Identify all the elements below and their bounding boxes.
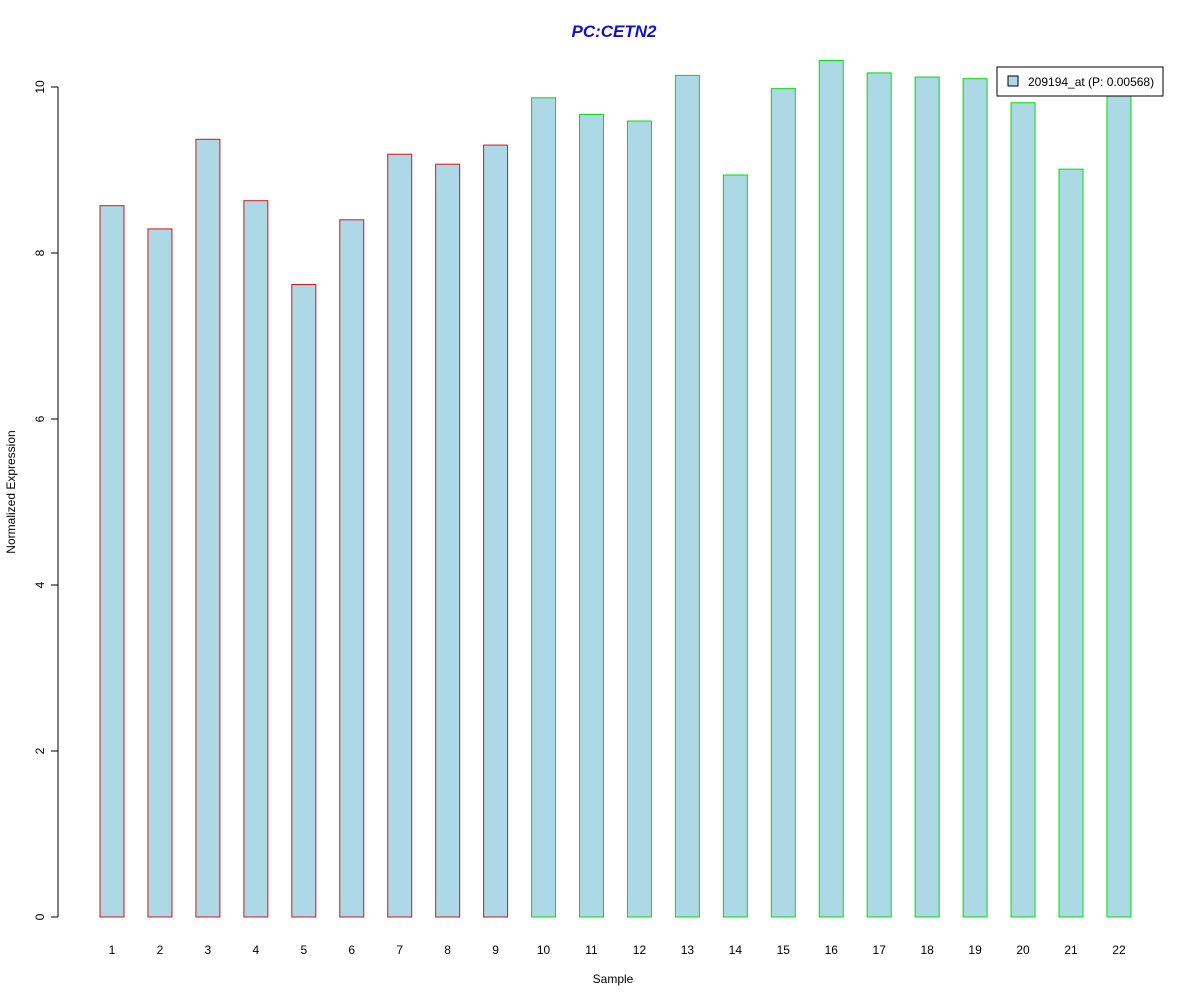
y-axis: 0 2 4 6 8 10: [33, 80, 59, 920]
bar-sample-9: [483, 144, 509, 918]
y-axis-label: Normalized Expression: [4, 430, 18, 553]
x-tick-label: 5: [300, 943, 307, 957]
x-tick-label: 13: [681, 943, 695, 957]
x-tick-label: 16: [825, 943, 839, 957]
bar-sample-7: [387, 153, 413, 918]
legend-box: [996, 66, 1164, 97]
bar-sample-8: [435, 163, 461, 918]
x-tick-label: 12: [633, 943, 647, 957]
x-tick-label: 4: [253, 943, 260, 957]
x-tick-label: 15: [777, 943, 791, 957]
x-tick-label: 14: [729, 943, 743, 957]
x-tick-labels: 1 2 3 4 5 6 7 8 9 10 11 12 13 14 15 16 17 18 19 20 21 22: [109, 943, 1126, 957]
x-tick-label: 21: [1064, 943, 1078, 957]
x-tick-label: 11: [585, 943, 598, 957]
bar-sample-15: [770, 88, 796, 918]
bar-sample-12: [626, 120, 652, 918]
bar-sample-11: [579, 113, 604, 918]
x-tick-label: 9: [492, 943, 499, 957]
y-tick-label: 4: [33, 581, 47, 588]
bar-sample-6: [339, 219, 365, 918]
bars-group: [99, 59, 1132, 918]
x-tick-label: 1: [109, 943, 116, 957]
x-tick-label: 3: [205, 943, 212, 957]
x-tick-label: 19: [968, 943, 982, 957]
bar-sample-14: [722, 174, 748, 918]
bar-sample-1: [99, 205, 125, 918]
chart-title: PC:CETN2: [571, 22, 657, 41]
y-tick-label: 6: [33, 415, 47, 422]
x-tick-label: 18: [920, 943, 934, 957]
bar-sample-19: [962, 78, 988, 918]
x-tick-label: 10: [537, 943, 551, 957]
bar-sample-21: [1058, 168, 1084, 918]
legend: 209194_at (P: 0.00568): [996, 66, 1164, 97]
x-tick-label: 20: [1016, 943, 1030, 957]
bar-sample-22: [1106, 92, 1132, 918]
bar-sample-17: [866, 72, 892, 918]
bar-sample-4: [243, 200, 269, 918]
bar-sample-2: [147, 228, 173, 918]
y-tick-label: 0: [33, 913, 47, 920]
y-tick-label: 8: [33, 249, 47, 256]
bar-sample-18: [914, 76, 940, 918]
bar-sample-3: [195, 138, 221, 918]
bar-sample-20: [1010, 102, 1036, 918]
y-tick-label: 2: [33, 747, 47, 754]
x-tick-label: 17: [873, 943, 887, 957]
x-tick-label: 6: [348, 943, 355, 957]
x-tick-label: 8: [444, 943, 451, 957]
legend-label: 209194_at (P: 0.00568): [1028, 75, 1154, 89]
x-axis-label: Sample: [593, 972, 634, 986]
x-tick-label: 7: [396, 943, 403, 957]
bar-sample-5: [291, 284, 317, 918]
y-tick-label: 10: [33, 80, 47, 94]
bar-sample-13: [674, 74, 700, 918]
x-tick-label: 2: [157, 943, 164, 957]
legend-swatch: [1007, 75, 1019, 87]
bar-sample-16: [818, 59, 844, 918]
bar-sample-10: [531, 97, 557, 918]
x-tick-label: 22: [1112, 943, 1126, 957]
